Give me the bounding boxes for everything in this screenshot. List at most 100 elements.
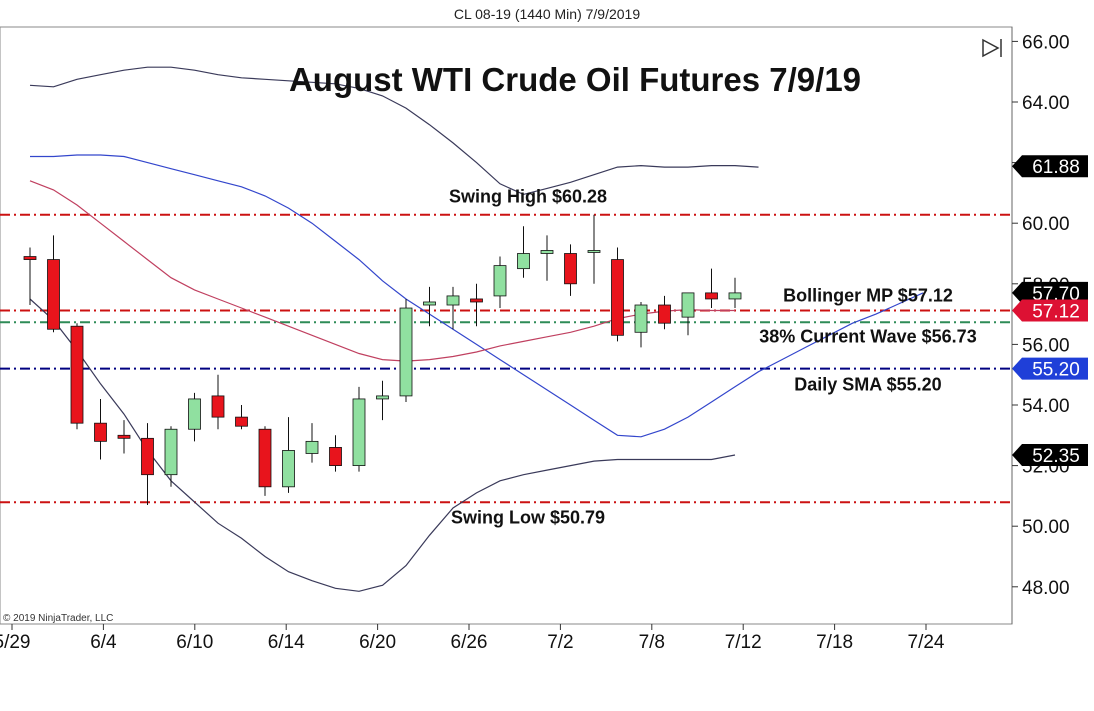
level-annotations: Swing High $60.28 Bollinger MP $57.12 38% … bbox=[449, 187, 977, 528]
candle-body bbox=[634, 304, 648, 333]
x-tick-label: 7/2 bbox=[547, 632, 573, 653]
badge-shape bbox=[1012, 357, 1088, 380]
candle-body bbox=[117, 434, 131, 439]
candle-body bbox=[305, 440, 319, 454]
candle-body bbox=[517, 253, 530, 270]
x-tick-label: 6/26 bbox=[451, 632, 488, 653]
y-tick-label: 66.00 bbox=[1022, 32, 1070, 53]
price-badge-2: 57.12 bbox=[1012, 299, 1088, 322]
y-tick-label: 50.00 bbox=[1022, 517, 1070, 538]
level-label-1: Bollinger MP $57.12 bbox=[783, 285, 953, 305]
chart-title: August WTI Crude Oil Futures 7/9/19 bbox=[289, 61, 861, 98]
candle-body bbox=[470, 298, 483, 303]
candle-body bbox=[587, 250, 601, 253]
candle-6/19 bbox=[376, 380, 389, 421]
candle-6/13 bbox=[282, 417, 295, 493]
candle-7/9 bbox=[681, 292, 695, 336]
candle-body bbox=[211, 395, 225, 418]
level-label-2: 38% Current Wave $56.73 bbox=[759, 326, 976, 346]
candle-body bbox=[352, 398, 366, 467]
candle-6/3 bbox=[94, 398, 107, 460]
candle-7/10 bbox=[705, 268, 718, 309]
candle-6/21 bbox=[423, 286, 436, 327]
badge-value: 57.12 bbox=[1032, 301, 1080, 322]
candle-6/7 bbox=[188, 392, 201, 442]
copyright: © 2019 NinjaTrader, LLC bbox=[3, 613, 113, 624]
candle-6/24 bbox=[446, 286, 460, 330]
price-badge-4: 52.35 bbox=[1012, 443, 1088, 467]
candle-body bbox=[235, 416, 248, 427]
candle-body bbox=[658, 304, 671, 324]
candle-body bbox=[376, 395, 389, 400]
candle-6/18 bbox=[352, 386, 366, 472]
candle-body bbox=[540, 250, 554, 254]
candle-body bbox=[329, 447, 342, 467]
candle-body bbox=[141, 437, 154, 476]
candle-6/26 bbox=[493, 256, 507, 309]
candle-6/10 bbox=[211, 374, 225, 430]
badge-shape bbox=[1012, 155, 1088, 178]
candle-7/5 bbox=[634, 301, 648, 348]
candle-6/6 bbox=[164, 426, 178, 487]
bollinger-lower-line bbox=[29, 298, 736, 592]
price-badge-3: 55.20 bbox=[1012, 357, 1088, 381]
candle-6/17 bbox=[329, 435, 342, 472]
badge-value: 55.20 bbox=[1032, 360, 1080, 381]
candle-body bbox=[399, 307, 413, 397]
candle-body bbox=[681, 292, 695, 318]
candle-7/1 bbox=[564, 244, 577, 296]
candle-7/3 bbox=[611, 247, 624, 342]
x-tick-label: 5/29 bbox=[0, 632, 30, 653]
candle-7/8 bbox=[658, 295, 671, 330]
candle-6/25 bbox=[470, 283, 483, 327]
candle-5/29 bbox=[23, 247, 37, 306]
candle-body bbox=[564, 253, 577, 285]
candle-body bbox=[728, 292, 742, 300]
y-tick-label: 64.00 bbox=[1022, 93, 1070, 114]
levels bbox=[0, 213, 1012, 504]
candle-body bbox=[188, 398, 201, 430]
sma-line bbox=[29, 180, 735, 362]
price-badge-0: 61.88 bbox=[1012, 155, 1088, 178]
candle-6/4 bbox=[117, 420, 131, 454]
candle-6/28 bbox=[540, 235, 554, 281]
candle-body bbox=[282, 450, 295, 488]
badge-value: 61.88 bbox=[1032, 157, 1080, 178]
candle-body bbox=[611, 259, 624, 336]
y-tick-label: 60.00 bbox=[1022, 214, 1070, 235]
candle-5/30 bbox=[47, 235, 60, 333]
candle-body bbox=[94, 422, 107, 442]
level-label-3: Daily SMA $55.20 bbox=[794, 375, 941, 395]
level-label-0: Swing High $60.28 bbox=[449, 187, 607, 207]
badge-value: 52.35 bbox=[1032, 446, 1080, 467]
candle-body bbox=[258, 428, 272, 488]
x-tick-label: 6/10 bbox=[176, 632, 213, 653]
badge-shape bbox=[1012, 443, 1088, 466]
candle-body bbox=[23, 256, 37, 260]
candle-body bbox=[47, 259, 60, 330]
candle-6/12 bbox=[258, 426, 272, 496]
candle-body bbox=[164, 428, 178, 476]
y-tick-label: 54.00 bbox=[1022, 396, 1070, 417]
candle-6/5 bbox=[141, 423, 154, 505]
y-tick-label: 56.00 bbox=[1022, 335, 1070, 356]
skip-to-end-icon[interactable] bbox=[979, 36, 1005, 60]
candle-7/11 bbox=[728, 277, 742, 309]
candle-body bbox=[446, 295, 460, 306]
badge-shape bbox=[1012, 281, 1088, 304]
candle-6/20 bbox=[399, 298, 413, 402]
candle-6/27 bbox=[517, 226, 530, 278]
x-axis-ticks: 5/29 6/4 6/10 6/14 6/20 6/26 7/2 7/8 7/12 7/18 7/2… bbox=[0, 624, 945, 653]
level-label-4: Swing Low $50.79 bbox=[451, 507, 605, 527]
candle-body bbox=[705, 292, 718, 300]
bollinger-upper-line bbox=[29, 66, 759, 196]
bollinger-mid-line bbox=[30, 154, 924, 438]
candle-5/31 bbox=[70, 323, 84, 430]
candle-6/11 bbox=[235, 405, 248, 430]
x-tick-label: 7/8 bbox=[639, 632, 665, 653]
candle-body bbox=[493, 265, 507, 297]
y-tick-label: 48.00 bbox=[1022, 578, 1070, 599]
candle-body bbox=[70, 325, 84, 424]
x-tick-label: 6/14 bbox=[268, 632, 305, 653]
